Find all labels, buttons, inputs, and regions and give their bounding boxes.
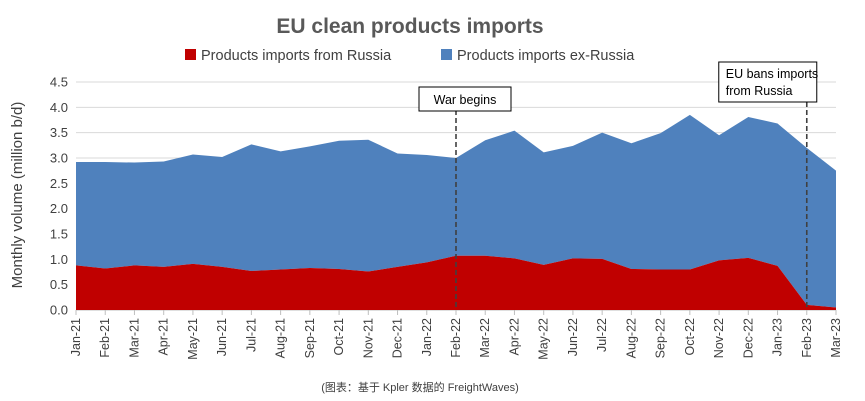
x-tick-label: Mar-21 [127,318,141,358]
eu-ban-label-line2: from Russia [726,84,793,98]
x-tick-label: May-22 [537,318,551,360]
x-tick-label: Feb-21 [98,318,112,358]
eu-ban-label-line1: EU bans imports [726,67,818,81]
x-tick-label: Feb-22 [449,318,463,358]
chart-title: EU clean products imports [276,15,543,38]
y-tick-label: 0.5 [50,277,68,292]
y-tick-label: 1.0 [50,252,68,267]
y-tick-label: 1.5 [50,227,68,242]
x-tick-label: Dec-22 [741,318,755,358]
x-tick-label: Jan-21 [69,318,83,356]
x-tick-label: Feb-23 [800,318,814,358]
y-tick-label: 3.0 [50,151,68,166]
y-axis-ticks: 0.0 0.5 1.0 1.5 2.0 2.5 3.0 3.5 4.0 4.5 [50,75,68,318]
x-tick-label: Oct-22 [683,318,697,356]
y-tick-label: 4.0 [50,100,68,115]
x-tick-label: Dec-21 [391,318,405,358]
source-caption: (图表：基于 Kpler 数据的 FreightWaves) [321,380,519,394]
x-tick-label: Sep-22 [654,318,668,358]
legend-label-russia: Products imports from Russia [201,48,392,64]
annotations: War begins EU bans imports from Russia [418,61,818,310]
x-tick-label: Jan-22 [420,318,434,356]
x-tick-label: Jul-21 [244,318,258,352]
war-begins-label: War begins [434,93,497,107]
legend: Products imports from Russia Products im… [185,48,635,64]
x-tick-label: May-21 [186,318,200,360]
x-tick-label: Aug-21 [274,318,288,358]
legend-label-ex-russia: Products imports ex-Russia [457,48,635,64]
y-tick-label: 2.5 [50,176,68,191]
y-tick-label: 0.0 [50,303,68,318]
eu-ban-box [718,61,818,103]
x-tick-label: Jul-22 [595,318,609,352]
x-axis-ticks: Jan-21 Feb-21 Mar-21 Apr-21 May-21 Jun-21 Jul-… [69,310,843,360]
x-tick-label: Nov-22 [712,318,726,358]
x-tick-label: Sep-21 [303,318,317,358]
x-tick-label: Mar-22 [478,318,492,358]
war-begins-box [418,86,512,112]
y-tick-label: 2.0 [50,201,68,216]
legend-swatch-ex-russia [441,49,452,60]
legend-swatch-russia [185,49,196,60]
x-tick-label: Apr-22 [507,318,521,356]
x-tick-label: Jan-23 [771,318,785,356]
x-tick-label: Nov-21 [361,318,375,358]
x-tick-label: Aug-22 [624,318,638,358]
y-tick-label: 4.5 [50,75,68,90]
area-ex-russia [76,114,836,308]
y-tick-label: 3.5 [50,125,68,140]
x-tick-label: Apr-21 [157,318,171,356]
y-axis-label: Monthly volume (million b/d) [9,102,26,289]
x-tick-label: Jun-22 [566,318,580,356]
x-tick-label: Jun-21 [215,318,229,356]
x-tick-label: Oct-21 [332,318,346,356]
x-tick-label: Mar-23 [829,318,843,358]
